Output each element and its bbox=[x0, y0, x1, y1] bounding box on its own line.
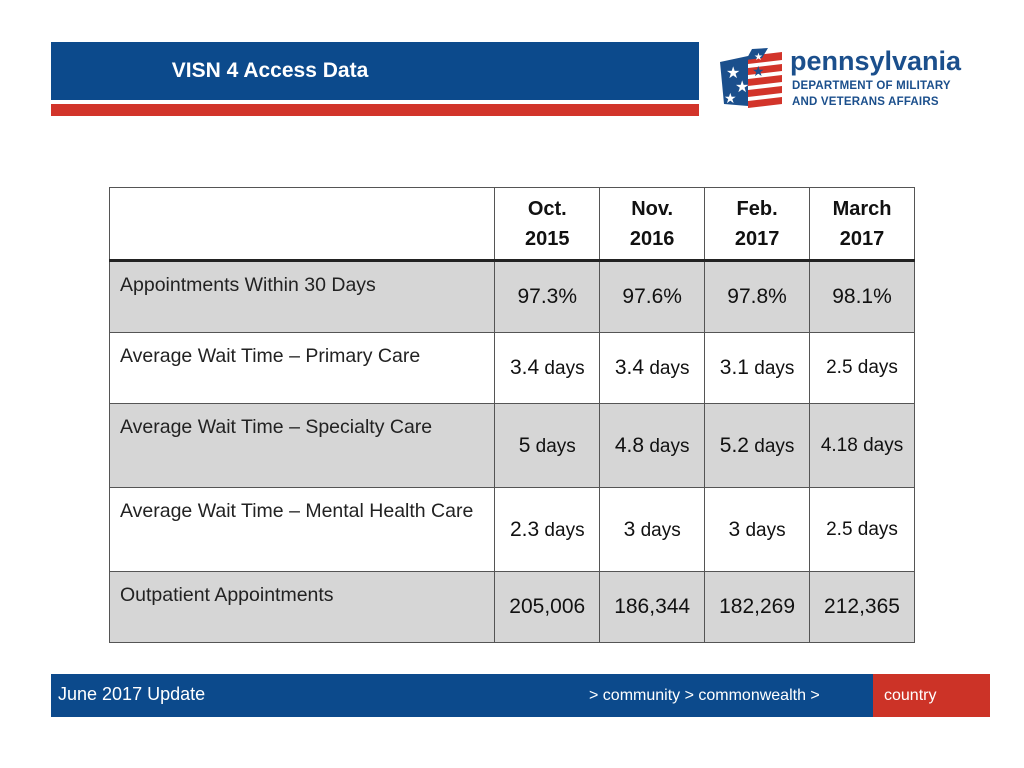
column-header-line1: Feb. bbox=[736, 197, 778, 220]
svg-text:★: ★ bbox=[735, 79, 749, 96]
logo-subtitle-line2: AND VETERANS AFFAIRS bbox=[792, 96, 939, 108]
cell-value: 3.4 bbox=[509, 356, 540, 379]
column-header-line1: March bbox=[832, 197, 892, 220]
cell-value: 97.6% bbox=[622, 285, 682, 308]
cell-value: 97.8% bbox=[727, 285, 787, 308]
table-cell: 98.1% bbox=[809, 260, 915, 333]
table-cell: 97.3% bbox=[494, 260, 601, 333]
table-cell: 182,269 bbox=[704, 571, 811, 643]
row-label: Average Wait Time – Mental Health Care bbox=[108, 487, 496, 572]
svg-text:★: ★ bbox=[726, 65, 740, 82]
logo-wordmark: pennsylvania bbox=[790, 46, 962, 76]
cell-value: 2.5 days bbox=[826, 518, 898, 540]
cell-unit: days bbox=[644, 358, 690, 379]
footer-date: June 2017 Update bbox=[58, 684, 206, 704]
title-bar: VISN 4 Access Data bbox=[51, 42, 699, 100]
footer-highlight-block bbox=[873, 674, 990, 717]
table-row: Average Wait Time – Specialty Care 5 day… bbox=[108, 403, 915, 488]
column-header-line2: 2017 bbox=[734, 227, 780, 250]
table-cell: 205,006 bbox=[494, 571, 601, 643]
table-cell: 3.4 days bbox=[599, 332, 706, 404]
cell-value: 2.3 bbox=[509, 517, 540, 541]
cell-unit: days bbox=[635, 519, 681, 541]
cell-value: 186,344 bbox=[614, 595, 691, 618]
cell-value: 97.3% bbox=[517, 285, 578, 308]
column-header-line2: 2017 bbox=[839, 227, 885, 250]
header-blank-cell bbox=[108, 187, 496, 262]
cell-unit: days bbox=[748, 358, 795, 379]
row-label: Appointments Within 30 Days bbox=[108, 260, 496, 333]
cell-unit: days bbox=[644, 435, 690, 457]
table-cell: 3 days bbox=[704, 487, 811, 572]
table-cell: 97.8% bbox=[704, 260, 811, 333]
footer-tagline: > community > commonwealth > bbox=[589, 687, 820, 704]
column-header-feb-2017: Feb. 2017 bbox=[704, 187, 811, 262]
row-label: Outpatient Appointments bbox=[108, 571, 496, 643]
column-header-march-2017: March 2017 bbox=[809, 187, 915, 262]
svg-text:★: ★ bbox=[724, 90, 737, 106]
column-header-line2: 2015 bbox=[525, 227, 570, 250]
cell-value: 5.2 bbox=[719, 433, 749, 457]
svg-text:★: ★ bbox=[752, 63, 765, 79]
column-header-line2: 2016 bbox=[629, 227, 675, 250]
cell-unit: days bbox=[539, 519, 585, 541]
table-cell: 5.2 days bbox=[704, 403, 811, 488]
svg-text:★: ★ bbox=[754, 52, 763, 63]
cell-unit: days bbox=[539, 358, 585, 379]
slide-title-wrap: VISN 4 Access Data bbox=[51, 59, 699, 83]
cell-value: 182,269 bbox=[719, 595, 796, 618]
cell-value: 3 bbox=[728, 517, 741, 541]
table-cell: 2.5 days bbox=[809, 487, 915, 572]
cell-value: 3.4 bbox=[614, 356, 645, 379]
title-underline bbox=[51, 104, 699, 116]
table-cell: 3.4 days bbox=[494, 332, 601, 404]
cell-unit: days bbox=[740, 519, 786, 541]
cell-value: 5 bbox=[518, 433, 531, 457]
table-row: Average Wait Time – Primary Care 3.4 day… bbox=[108, 332, 915, 404]
column-header-line1: Oct. bbox=[527, 197, 567, 220]
table-cell: 186,344 bbox=[599, 571, 706, 643]
table-cell: 2.5 days bbox=[809, 332, 915, 404]
cell-value: 2.5 days bbox=[826, 357, 898, 378]
footer-bar: June 2017 Update > community > commonwea… bbox=[51, 674, 990, 717]
cell-value: 4.18 days bbox=[820, 434, 904, 456]
footer-tagline-country: country bbox=[884, 687, 937, 704]
table-header-row: Oct. 2015 Nov. 2016 Feb. 2017 March 2017 bbox=[108, 187, 915, 262]
cell-unit: days bbox=[530, 435, 576, 457]
table-cell: 5 days bbox=[494, 403, 601, 488]
cell-value: 3 bbox=[623, 517, 636, 541]
column-header-oct-2015: Oct. 2015 bbox=[494, 187, 601, 262]
table-cell: 212,365 bbox=[809, 571, 915, 643]
table-row: Outpatient Appointments 205,006 186,344 … bbox=[108, 571, 915, 643]
cell-unit: days bbox=[748, 435, 795, 457]
cell-value: 212,365 bbox=[824, 595, 900, 618]
logo-subtitle-line1: DEPARTMENT OF MILITARY bbox=[792, 80, 951, 92]
column-header-line1: Nov. bbox=[631, 197, 674, 220]
table-row: Average Wait Time – Mental Health Care 2… bbox=[108, 487, 915, 572]
row-label: Average Wait Time – Specialty Care bbox=[108, 403, 496, 488]
pa-dmva-logo: ★ ★ ★ ★ ★ pennsylvania DEPARTMENT OF MIL… bbox=[718, 44, 978, 116]
table-cell: 4.8 days bbox=[599, 403, 706, 488]
cell-value: 205,006 bbox=[509, 595, 586, 618]
slide-title: VISN 4 Access Data bbox=[171, 59, 369, 82]
table-row: Appointments Within 30 Days 97.3% 97.6% … bbox=[108, 260, 915, 333]
cell-value: 3.1 bbox=[719, 356, 749, 379]
column-header-nov-2016: Nov. 2016 bbox=[599, 187, 706, 262]
table-cell: 3.1 days bbox=[704, 332, 811, 404]
table-cell: 4.18 days bbox=[809, 403, 915, 488]
row-label: Average Wait Time – Primary Care bbox=[108, 332, 496, 404]
table-cell: 2.3 days bbox=[494, 487, 601, 572]
cell-value: 98.1% bbox=[832, 285, 892, 308]
table-cell: 97.6% bbox=[599, 260, 706, 333]
cell-value: 4.8 bbox=[614, 433, 645, 457]
table-cell: 3 days bbox=[599, 487, 706, 572]
access-data-table: Oct. 2015 Nov. 2016 Feb. 2017 March 2017… bbox=[108, 187, 915, 643]
flag-stars-icon: ★ ★ ★ ★ ★ bbox=[720, 48, 782, 108]
